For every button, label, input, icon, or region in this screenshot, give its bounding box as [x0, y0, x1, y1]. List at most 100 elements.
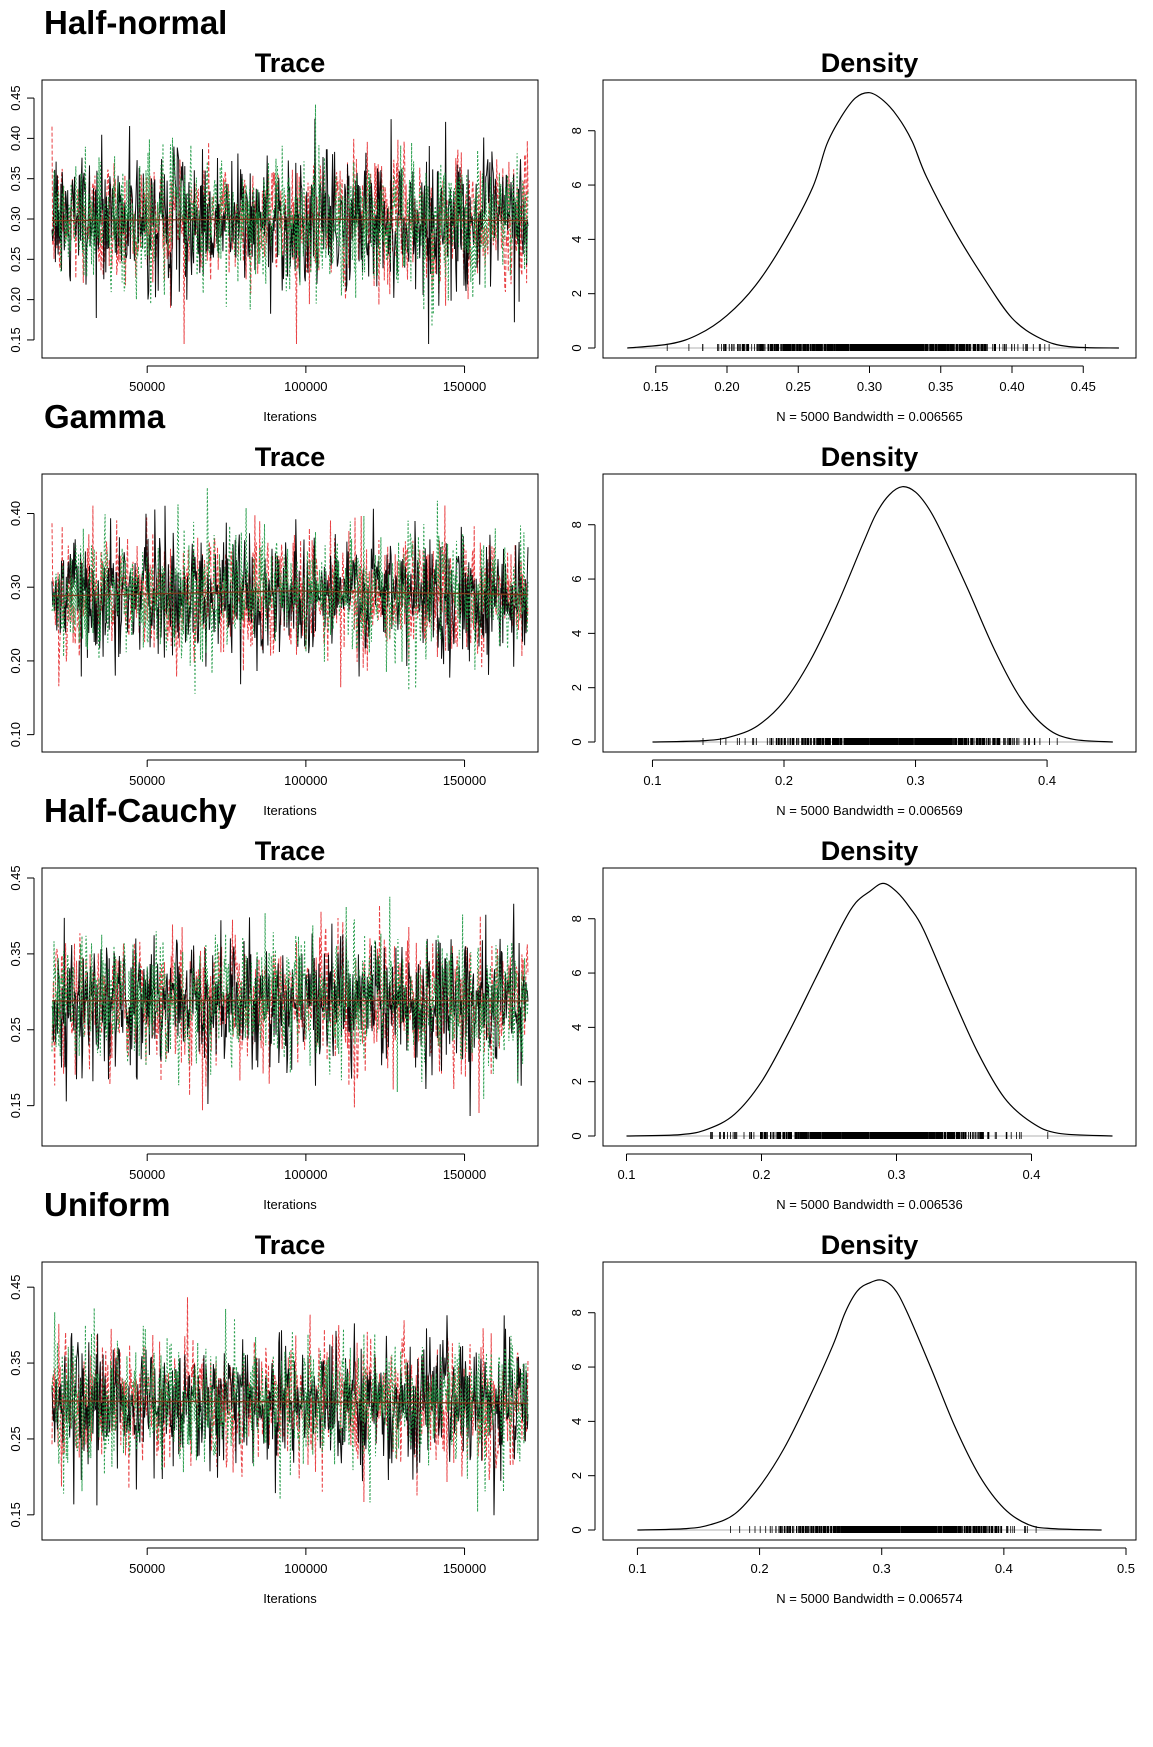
y-tick-label: 0	[569, 1526, 584, 1533]
plot-frame	[602, 867, 1137, 1147]
x-tick-label: 0.40	[999, 379, 1024, 394]
y-tick-label: 0.30	[8, 575, 23, 600]
plot-title: Trace	[255, 836, 326, 866]
x-axis: 50000 100000 150000	[129, 759, 486, 788]
trace-chain-2	[51, 505, 529, 688]
y-tick-label: 2	[569, 684, 584, 691]
x-tick-label: 0.1	[628, 1561, 646, 1576]
x-axis-label: Iterations	[263, 1197, 317, 1212]
y-tick-label: 6	[569, 575, 584, 582]
y-axis: 0 2 4 6 8	[569, 127, 596, 352]
y-tick-label: 0.35	[8, 166, 23, 191]
trace-chain-3	[51, 1307, 529, 1512]
y-axis: 0 2 4 6 8	[569, 521, 596, 746]
y-tick-label: 0.25	[8, 1017, 23, 1042]
x-axis-label: Iterations	[263, 409, 317, 424]
x-axis: 50000 100000 150000	[129, 1153, 486, 1182]
x-tick-label: 0.3	[906, 773, 924, 788]
x-tick-label: 0.15	[643, 379, 668, 394]
x-tick-label: 100000	[284, 773, 327, 788]
density-plot: Density 0.1 0.2 0.3 0.4 0.5 N = 5000 Bandwidth…	[569, 1230, 1137, 1606]
x-tick-label: 0.4	[1038, 773, 1056, 788]
x-tick-label: 50000	[129, 773, 165, 788]
density-curve	[627, 92, 1119, 349]
x-tick-label: 100000	[284, 1167, 327, 1182]
density-rug	[702, 738, 1058, 745]
x-axis-label: N = 5000 Bandwidth = 0.006569	[776, 803, 962, 818]
rug-marks	[730, 1526, 1037, 1533]
y-axis: 0 2 4 6 8	[569, 1309, 596, 1534]
x-axis-label: N = 5000 Bandwidth = 0.006565	[776, 409, 962, 424]
trace-chain-3	[51, 896, 529, 1099]
trace-trend-line	[51, 218, 529, 222]
section-heading: Uniform	[44, 1186, 171, 1223]
y-axis: 0.15 0.20 0.25 0.30 0.35 0.40 0.45	[8, 85, 35, 353]
plot-title: Density	[821, 1230, 919, 1260]
y-tick-label: 0.15	[8, 1093, 23, 1118]
x-tick-label: 0.5	[1117, 1561, 1135, 1576]
x-tick-label: 0.35	[928, 379, 953, 394]
x-tick-label: 0.2	[775, 773, 793, 788]
density-plot: Density 0.15 0.20 0.25 0.30 0.35 0.40 0.45 N = 5…	[569, 48, 1137, 424]
trace-plot: Trace 50000 100000 150000 Iterations 0.15 0.25…	[8, 836, 539, 1212]
x-tick-label: 0.2	[752, 1167, 770, 1182]
x-tick-label: 0.1	[643, 773, 661, 788]
y-tick-label: 4	[569, 1418, 584, 1425]
y-tick-label: 8	[569, 1309, 584, 1316]
x-axis-label: Iterations	[263, 803, 317, 818]
y-tick-label: 0	[569, 1132, 584, 1139]
x-axis-label: Iterations	[263, 1591, 317, 1606]
x-tick-label: 0.3	[873, 1561, 891, 1576]
plot-title: Density	[821, 48, 919, 78]
rug-marks	[702, 738, 1058, 745]
y-tick-label: 0.45	[8, 1275, 23, 1300]
y-tick-label: 0.25	[8, 1426, 23, 1451]
x-tick-label: 150000	[443, 1561, 486, 1576]
x-axis: 50000 100000 150000	[129, 365, 486, 394]
plot-frame	[41, 79, 539, 359]
section-gamma: Gamma Trace 50000 100000 150000 Iterations 0.1…	[8, 398, 1137, 818]
density-rug	[710, 1132, 1049, 1139]
y-tick-label: 0.20	[8, 287, 23, 312]
y-tick-label: 0.35	[8, 941, 23, 966]
density-curve	[652, 486, 1113, 743]
section-heading: Half-normal	[44, 4, 227, 41]
x-tick-label: 0.20	[714, 379, 739, 394]
y-tick-label: 6	[569, 1363, 584, 1370]
y-tick-label: 0	[569, 738, 584, 745]
y-tick-label: 2	[569, 1078, 584, 1085]
plot-frame	[41, 473, 539, 753]
x-tick-label: 0.2	[751, 1561, 769, 1576]
x-tick-label: 0.4	[1022, 1167, 1040, 1182]
trace-chain-1	[51, 118, 529, 345]
x-axis: 0.1 0.2 0.3 0.4	[643, 759, 1056, 788]
y-tick-label: 0.25	[8, 247, 23, 272]
plot-frame	[41, 1261, 539, 1541]
x-axis: 0.1 0.2 0.3 0.4 0.5	[628, 1547, 1135, 1576]
y-tick-label: 0.45	[8, 865, 23, 890]
x-tick-label: 0.4	[995, 1561, 1013, 1576]
x-tick-label: 50000	[129, 1561, 165, 1576]
y-axis: 0 2 4 6 8	[569, 915, 596, 1140]
trace-chain-2	[51, 1297, 529, 1503]
y-tick-label: 0.40	[8, 501, 23, 526]
plot-title: Trace	[255, 1230, 326, 1260]
x-tick-label: 50000	[129, 1167, 165, 1182]
y-tick-label: 4	[569, 1024, 584, 1031]
x-tick-label: 0.30	[857, 379, 882, 394]
y-tick-label: 8	[569, 127, 584, 134]
x-tick-label: 150000	[443, 1167, 486, 1182]
y-tick-label: 0.15	[8, 327, 23, 352]
y-tick-label: 6	[569, 181, 584, 188]
x-axis: 50000 100000 150000	[129, 1547, 486, 1576]
section-half-normal: Half-normal Trace 50000 100000 150000 Iterati…	[8, 4, 1137, 424]
y-tick-label: 4	[569, 630, 584, 637]
density-rug	[666, 344, 1086, 351]
y-tick-label: 0.20	[8, 648, 23, 673]
trace-chain-3	[51, 487, 529, 694]
section-heading: Gamma	[44, 398, 166, 435]
rug-marks	[666, 344, 1086, 351]
x-tick-label: 100000	[284, 379, 327, 394]
plot-frame	[602, 473, 1137, 753]
plot-title: Density	[821, 836, 919, 866]
